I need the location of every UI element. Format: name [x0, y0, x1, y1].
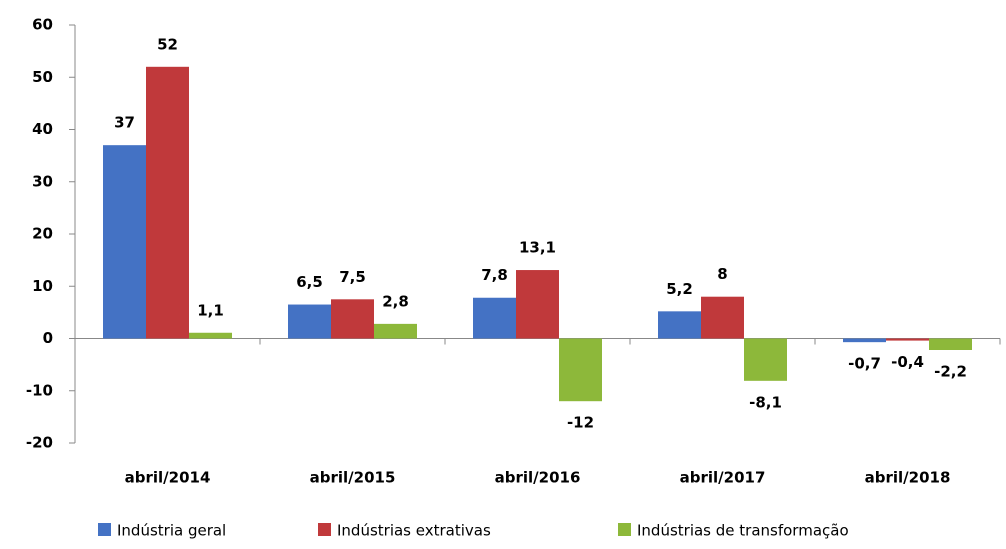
value-label: 37: [114, 114, 135, 132]
bar: [843, 338, 886, 343]
bar: [744, 338, 787, 381]
value-label: 2,8: [382, 292, 409, 310]
x-tick-label: abril/2016: [495, 469, 581, 487]
bar: [288, 304, 331, 339]
bar: [929, 338, 972, 350]
value-label: 13,1: [519, 239, 556, 257]
value-label: -0,4: [891, 353, 924, 371]
bar: [331, 299, 374, 339]
x-tick-label: abril/2015: [310, 469, 396, 487]
x-tick-label: abril/2018: [865, 469, 951, 487]
bar: [658, 311, 701, 339]
y-tick-label: 30: [32, 172, 53, 190]
y-tick-label: 20: [32, 225, 53, 243]
legend-label: Indústrias extrativas: [337, 522, 491, 540]
x-tick-label: abril/2017: [680, 469, 766, 487]
bar: [886, 338, 929, 341]
legend-label: Indústrias de transformação: [637, 522, 849, 540]
legend-label: Indústria geral: [117, 522, 226, 540]
value-label: -12: [567, 414, 594, 432]
value-label: -2,2: [934, 362, 967, 380]
legend-swatch: [98, 523, 111, 536]
y-tick-label: 10: [32, 277, 53, 295]
value-label: 8: [717, 265, 727, 283]
y-tick-label: -10: [26, 381, 53, 399]
bar: [146, 66, 189, 339]
value-label: 7,8: [481, 266, 508, 284]
value-label: -0,7: [848, 355, 881, 373]
y-tick-label: 40: [32, 120, 53, 138]
value-label: -8,1: [749, 393, 782, 411]
y-tick-label: 60: [32, 16, 53, 34]
bar: [701, 296, 744, 339]
y-tick-label: 50: [32, 68, 53, 86]
bar: [516, 270, 559, 339]
value-label: 52: [157, 35, 178, 53]
bar: [374, 323, 417, 339]
value-label: 7,5: [339, 268, 366, 286]
y-tick-label: -20: [26, 434, 53, 452]
bar: [189, 332, 232, 339]
bar: [473, 297, 516, 339]
legend-swatch: [318, 523, 331, 536]
y-tick-label: 0: [43, 329, 53, 347]
legend-swatch: [618, 523, 631, 536]
value-label: 6,5: [296, 273, 323, 291]
bar: [559, 338, 602, 402]
bar: [103, 145, 146, 339]
value-label: 1,1: [197, 301, 224, 319]
x-tick-label: abril/2014: [125, 469, 211, 487]
value-label: 5,2: [666, 280, 693, 298]
